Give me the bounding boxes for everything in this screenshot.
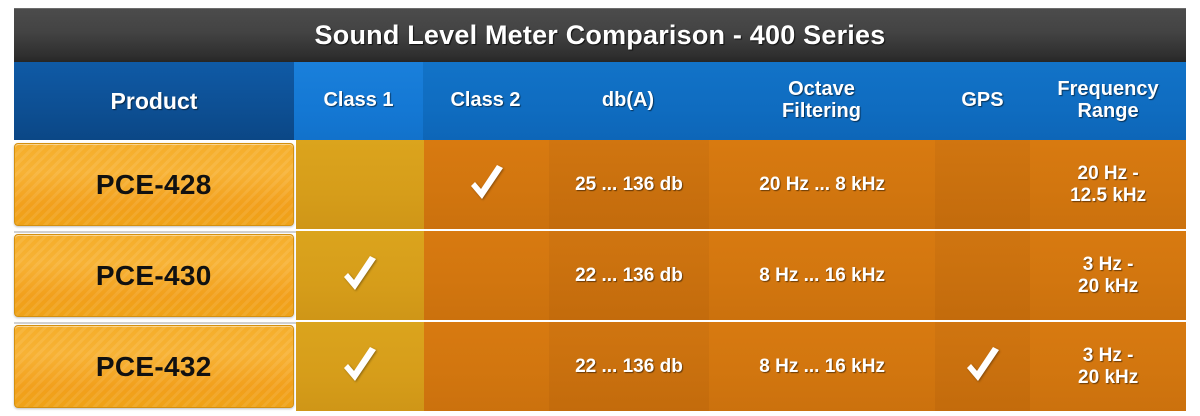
table-row: PCE-430 22 ... 136 db 8 Hz ... 16 kHz 3 … bbox=[14, 231, 1186, 320]
frequency-range-line-2: 12.5 kHz bbox=[1070, 184, 1147, 206]
octave-line-2: Filtering bbox=[782, 100, 861, 122]
column-header-dba-label: db(A) bbox=[601, 89, 655, 112]
frequency-range-value: 3 Hz - 20 kHz bbox=[1078, 345, 1138, 389]
class1-cell bbox=[295, 322, 425, 411]
dba-cell: 22 ... 136 db bbox=[549, 231, 709, 320]
dba-value: 22 ... 136 db bbox=[575, 355, 683, 377]
octave-filtering-value: 20 Hz ... 8 kHz bbox=[759, 173, 885, 195]
frequency-line-2: Range bbox=[1077, 100, 1139, 122]
column-header-gps-label: GPS bbox=[961, 89, 1004, 112]
class1-cell bbox=[295, 140, 425, 229]
column-header-class1: Class 1 bbox=[294, 62, 423, 140]
column-header-class2: Class 2 bbox=[423, 62, 548, 140]
frequency-range-value: 20 Hz - 12.5 kHz bbox=[1070, 163, 1146, 207]
checkmark-icon bbox=[470, 164, 503, 199]
column-header-class2-label: Class 2 bbox=[450, 89, 521, 112]
gps-cell bbox=[935, 140, 1031, 229]
column-header-frequency-range-label: Frequency Range bbox=[1057, 79, 1158, 122]
dba-cell: 25 ... 136 db bbox=[549, 140, 709, 229]
table-title-bar: Sound Level Meter Comparison - 400 Serie… bbox=[14, 8, 1186, 62]
column-header-class1-label: Class 1 bbox=[323, 89, 394, 112]
column-header-product: Product bbox=[14, 62, 294, 140]
frequency-range-line-1: 3 Hz - bbox=[1082, 344, 1134, 366]
product-name: PCE-428 bbox=[95, 168, 212, 200]
page-title: Sound Level Meter Comparison - 400 Serie… bbox=[314, 19, 886, 50]
column-header-octave-filtering-label: Octave Filtering bbox=[782, 79, 861, 122]
frequency-range-cell: 20 Hz - 12.5 kHz bbox=[1030, 140, 1186, 229]
comparison-table: Sound Level Meter Comparison - 400 Serie… bbox=[14, 8, 1186, 411]
class2-cell bbox=[424, 322, 550, 411]
table-header-row: Product Class 1 Class 2 db(A) Octave Fil… bbox=[14, 62, 1186, 140]
frequency-range-cell: 3 Hz - 20 kHz bbox=[1030, 231, 1186, 320]
column-header-gps: GPS bbox=[935, 62, 1030, 140]
checkmark-icon bbox=[343, 346, 376, 381]
class1-cell bbox=[295, 231, 425, 320]
frequency-line-1: Frequency bbox=[1057, 78, 1159, 101]
dba-cell: 22 ... 136 db bbox=[549, 322, 709, 411]
checkmark-icon bbox=[343, 255, 376, 290]
dba-value: 22 ... 136 db bbox=[575, 264, 683, 286]
column-header-frequency-range: Frequency Range bbox=[1030, 62, 1186, 140]
octave-filtering-value: 8 Hz ... 16 kHz bbox=[759, 355, 885, 377]
table-row: PCE-428 25 ... 136 db 20 Hz ... 8 kHz 20… bbox=[14, 140, 1186, 229]
frequency-range-line-1: 3 Hz - bbox=[1082, 253, 1134, 275]
frequency-range-line-1: 20 Hz - bbox=[1077, 162, 1139, 184]
class2-cell bbox=[424, 140, 550, 229]
octave-filtering-value: 8 Hz ... 16 kHz bbox=[759, 264, 885, 286]
table-row: PCE-432 22 ... 136 db 8 Hz ... 16 kHz 3 … bbox=[14, 322, 1186, 411]
product-name-cell: PCE-430 bbox=[14, 234, 294, 317]
product-name-cell: PCE-428 bbox=[14, 143, 294, 226]
frequency-range-value: 3 Hz - 20 kHz bbox=[1078, 254, 1138, 298]
dba-value: 25 ... 136 db bbox=[575, 173, 683, 195]
class2-cell bbox=[424, 231, 550, 320]
checkmark-icon bbox=[966, 346, 999, 381]
product-name: PCE-432 bbox=[95, 350, 212, 382]
column-header-octave-filtering: Octave Filtering bbox=[708, 62, 935, 140]
product-name: PCE-430 bbox=[95, 259, 212, 291]
product-name-cell: PCE-432 bbox=[14, 325, 294, 408]
frequency-range-cell: 3 Hz - 20 kHz bbox=[1030, 322, 1186, 411]
frequency-range-line-2: 20 kHz bbox=[1078, 366, 1139, 388]
column-header-product-label: Product bbox=[110, 87, 198, 114]
octave-filtering-cell: 8 Hz ... 16 kHz bbox=[708, 322, 936, 411]
column-header-dba: db(A) bbox=[548, 62, 708, 140]
frequency-range-line-2: 20 kHz bbox=[1078, 275, 1139, 297]
gps-cell bbox=[935, 231, 1031, 320]
octave-filtering-cell: 8 Hz ... 16 kHz bbox=[708, 231, 936, 320]
octave-filtering-cell: 20 Hz ... 8 kHz bbox=[708, 140, 936, 229]
gps-cell bbox=[935, 322, 1031, 411]
octave-line-1: Octave bbox=[788, 78, 855, 101]
